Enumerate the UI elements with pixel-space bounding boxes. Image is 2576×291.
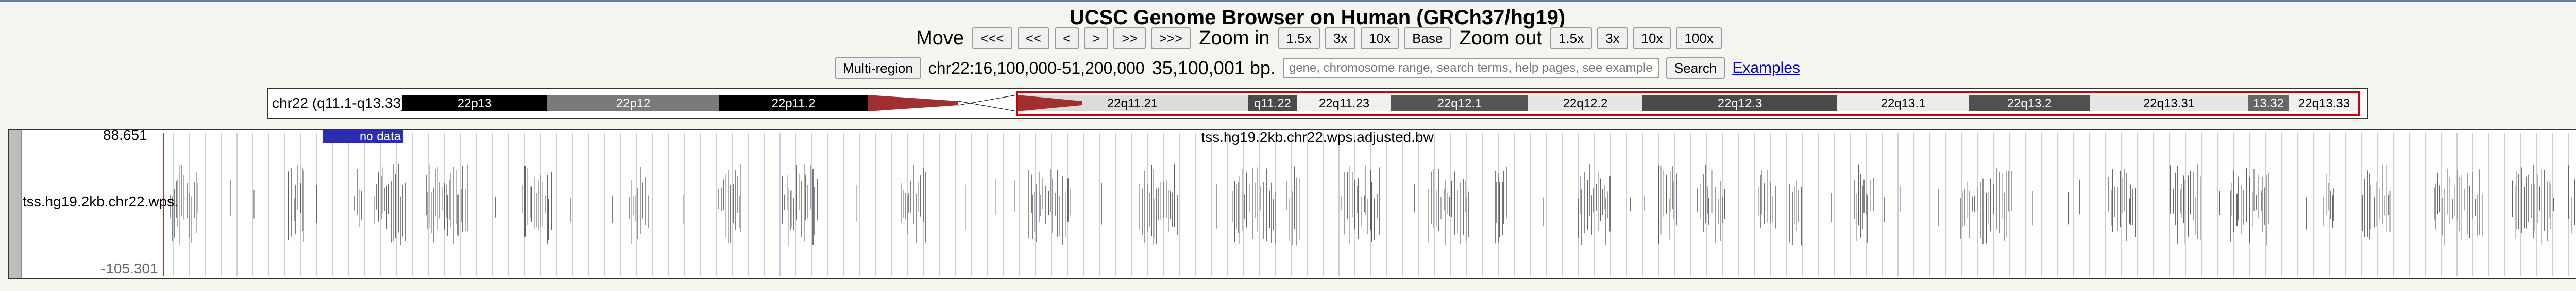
ideogram-band-12	[2248, 95, 2289, 111]
ideogram-band-0	[402, 95, 547, 111]
move-left-double-button[interactable]: <<	[1017, 27, 1049, 49]
move-right-double-button[interactable]: >>	[1113, 27, 1146, 49]
axis-max-value: 88.651	[103, 127, 147, 143]
location-row: Multi-region chr22:16,100,000-51,200,000…	[0, 56, 2576, 80]
region-size: 35,100,001 bp.	[1151, 57, 1276, 78]
ideogram-band-label: 22q13.31	[2143, 96, 2195, 110]
no-data-marker: no data	[323, 130, 403, 143]
track-drag-handle[interactable]	[9, 130, 22, 278]
search-input[interactable]	[1282, 58, 1659, 78]
ideogram-band-2	[719, 95, 868, 111]
ideogram-band-6	[1391, 95, 1528, 111]
centromere-link	[958, 101, 1018, 112]
centromere-q	[1017, 95, 1082, 111]
zoom-in-10x-button[interactable]: 10x	[1361, 27, 1399, 49]
ideogram-band-label: 22q13.1	[1881, 96, 1926, 110]
ideogram-band-8	[1642, 95, 1837, 111]
zoom-out-100x-button[interactable]: 100x	[1676, 27, 1722, 49]
zoom-in-base-button[interactable]: Base	[1404, 27, 1451, 49]
navigation-row: Move <<< << < > >> >>> Zoom in 1.5x 3x 1…	[0, 26, 2576, 51]
zoom-out-3x-button[interactable]: 3x	[1597, 27, 1628, 49]
centromere-p	[868, 95, 958, 111]
page-title: UCSC Genome Browser on Human (GRCh37/hg1…	[1069, 6, 1566, 29]
ideogram-view-highlight	[1016, 91, 2360, 116]
ideogram-band-label: 22q11.21	[1107, 96, 1158, 110]
ideogram-band-label: 22q12.2	[1563, 96, 1608, 110]
track-short-label[interactable]: tss.hg19.2kb.chr22.wps.	[23, 193, 178, 209]
ideogram-band-label: 22p11.2	[772, 96, 816, 110]
move-far-right-button[interactable]: >>>	[1150, 27, 1191, 49]
ideogram-band-label: 13.32	[2253, 96, 2284, 110]
ideogram-band-7	[1528, 95, 1642, 111]
axis-min-value: -105.301	[101, 261, 158, 277]
ideogram-band-4	[1248, 95, 1297, 111]
ideogram-band-label: 22q12.1	[1437, 96, 1482, 110]
examples-link[interactable]: Examples	[1732, 59, 1801, 76]
track-long-label: tss.hg19.2kb.chr22.wps.adjusted.bw	[1201, 129, 1434, 145]
ideogram-band-11	[2090, 95, 2248, 111]
zoom-out-10x-button[interactable]: 10x	[1633, 27, 1671, 49]
move-label: Move	[916, 27, 964, 49]
position-display: chr22:16,100,000-51,200,000	[928, 58, 1145, 77]
move-right-button[interactable]: >	[1084, 27, 1109, 49]
ideogram-band-1	[547, 95, 719, 111]
chromosome-label: chr22 (q11.1-q13.33)	[272, 95, 406, 111]
ideogram-band-label: 22p13	[457, 96, 492, 110]
zoom-in-1-5x-button[interactable]: 1.5x	[1278, 27, 1320, 49]
zoom-out-1-5x-button[interactable]: 1.5x	[1550, 27, 1592, 49]
ideogram-band-label: 22q12.3	[1718, 96, 1762, 110]
ideogram-band-10	[1969, 95, 2090, 111]
signal-bars	[170, 163, 2575, 246]
centromere-link	[958, 94, 1018, 106]
ideogram-band-label: q11.22	[1254, 96, 1291, 110]
zoom-in-3x-button[interactable]: 3x	[1325, 27, 1356, 49]
move-far-left-button[interactable]: <<<	[972, 27, 1012, 49]
move-left-button[interactable]: <	[1054, 27, 1079, 49]
ideogram-band-label: 22q13.33	[2298, 96, 2350, 110]
multi-region-button[interactable]: Multi-region	[834, 57, 921, 79]
top-border	[0, 0, 2576, 2]
ideogram-band-label: 22q11.23	[1319, 96, 1369, 110]
search-button[interactable]: Search	[1666, 57, 1725, 79]
zoom-out-label: Zoom out	[1459, 27, 1542, 49]
ideogram-band-label: 22q13.2	[2007, 96, 2052, 110]
ideogram-band-13	[2289, 95, 2360, 111]
zoom-in-label: Zoom in	[1199, 27, 1270, 49]
ideogram-band-label: 22p12	[616, 96, 651, 110]
ideogram-band-5	[1297, 95, 1391, 111]
ideogram-band-9	[1837, 95, 1969, 111]
